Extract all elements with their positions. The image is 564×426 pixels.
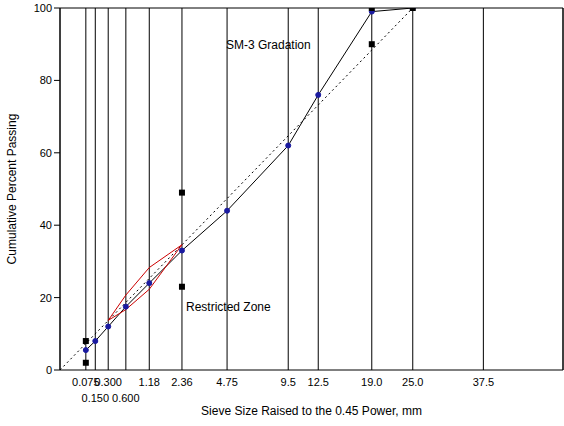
svg-text:2.36: 2.36 [171,376,192,388]
svg-text:0.600: 0.600 [112,392,140,404]
svg-text:12.5: 12.5 [308,376,329,388]
svg-text:25.0: 25.0 [402,376,423,388]
svg-text:0: 0 [46,364,52,376]
svg-text:20: 20 [40,292,52,304]
svg-text:19.0: 19.0 [361,376,382,388]
svg-text:37.5: 37.5 [473,376,494,388]
html-text:Cumulative Percent Passing: Cumulative Percent Passing [5,113,19,265]
svg-text:40: 40 [40,219,52,231]
svg-text:0.150: 0.150 [82,392,110,404]
html-text:Sieve Size Raised to the 0.45: Sieve Size Raised to the 0.45 Power, mm [201,404,422,418]
svg-text:0.075: 0.075 [72,376,100,388]
html-text:SM-3 Gradation: SM-3 Gradation [226,38,311,52]
svg-text:80: 80 [40,74,52,86]
html-text:Restricted Zone: Restricted Zone [186,300,271,314]
svg-text:100: 100 [34,2,52,14]
svg-text:60: 60 [40,147,52,159]
svg-text:0.300: 0.300 [94,376,122,388]
svg-text:4.75: 4.75 [216,376,237,388]
svg-text:1.18: 1.18 [139,376,160,388]
svg-text:9.5: 9.5 [281,376,296,388]
